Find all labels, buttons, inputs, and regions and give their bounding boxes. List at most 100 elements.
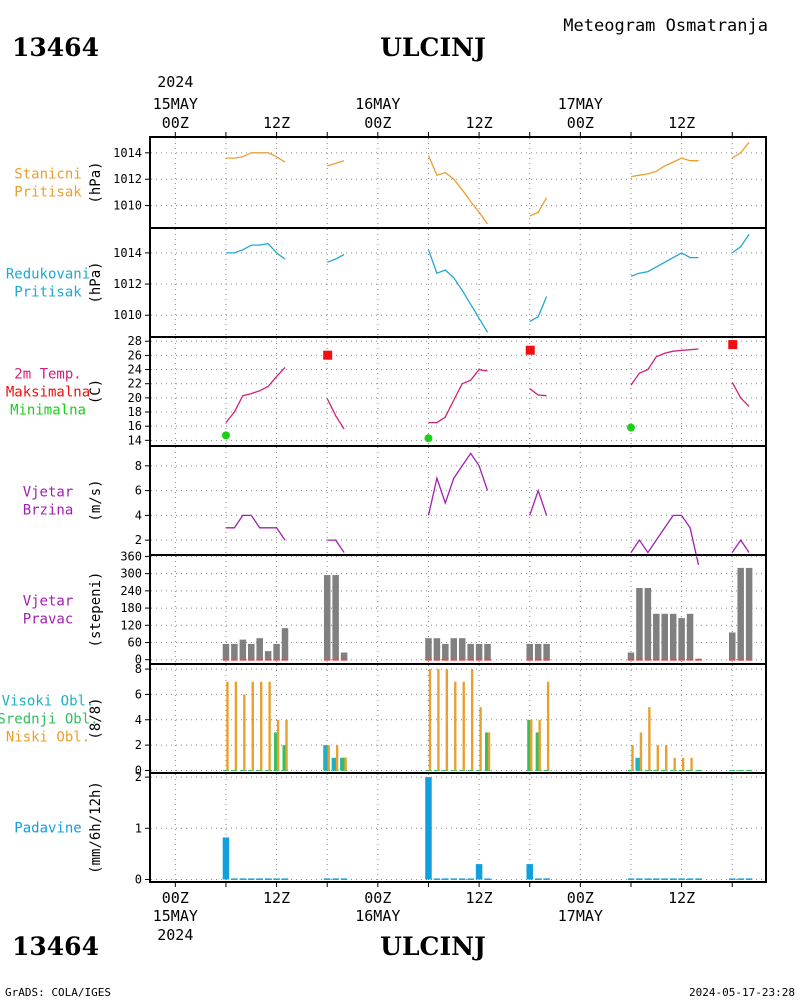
series-line-station_pressure — [225, 152, 286, 163]
precip-bar — [450, 878, 458, 880]
time-axis-day-bottom: 15MAY — [153, 907, 198, 925]
panel-frame-wind_speed — [149, 445, 767, 556]
series-line-wind_speed — [630, 514, 700, 566]
precip-bar — [273, 878, 280, 880]
y-tick-label-wind_direction: 120 — [120, 618, 142, 632]
cloud-bar-srednjiobl — [341, 757, 347, 771]
cloud-bar-visokiobl — [635, 757, 641, 771]
wind-direction-base — [433, 658, 441, 661]
y-tick-label-wind_direction: 300 — [120, 567, 142, 581]
max-temp-marker — [525, 345, 535, 355]
panel-label-temperature: Minimalna — [10, 403, 86, 419]
precip-bar — [467, 878, 474, 880]
precip-bar — [433, 878, 441, 880]
wind-direction-bar — [340, 652, 348, 660]
precip-bar — [678, 878, 685, 880]
time-axis-hour-top: 12Z — [263, 114, 290, 132]
wind-direction-base — [627, 658, 635, 661]
y-tick-label-temperature: 26 — [128, 348, 142, 362]
cloud-bar-niskiobl — [276, 719, 280, 771]
cloud-bar-niskiobl — [268, 681, 271, 771]
chart-layer: 2024202415MAY15MAY16MAY16MAY17MAY17MAY00… — [0, 73, 767, 944]
time-axis-hour-top: 00Z — [567, 114, 594, 132]
wind-direction-bar — [475, 643, 483, 660]
y-tick-label-temperature: 14 — [128, 433, 142, 447]
y-axis-label-precipitation: (mm/6h/12h) — [88, 781, 104, 874]
precip-bar — [458, 878, 466, 880]
precip-bar — [340, 878, 348, 880]
cloud-bar-niskiobl — [462, 681, 465, 771]
cloud-bar-niskiobl — [639, 732, 643, 771]
precip-bar — [686, 878, 694, 880]
max-temp-marker — [323, 350, 333, 360]
chart-title: Meteogram Osmatranja — [563, 16, 768, 36]
y-axis-label-temperature: (C) — [88, 379, 104, 404]
y-tick-label-precipitation: 2 — [135, 770, 142, 784]
y-tick-label-wind_speed: 4 — [135, 508, 142, 522]
cloud-bar-niskiobl — [690, 757, 693, 771]
cloud-bar-niskiobl — [243, 694, 246, 771]
panel-frame-precipitation — [149, 772, 767, 883]
precip-bar — [745, 878, 753, 880]
cloud-bar-visokiobl — [323, 745, 329, 771]
wind-direction-bar — [484, 643, 491, 660]
y-tick-label-precipitation: 1 — [135, 821, 142, 835]
wind-direction-base — [695, 658, 702, 661]
wind-direction-bar — [239, 639, 247, 660]
panel-label-wind_direction: Vjetar — [23, 594, 74, 610]
series-line-station_pressure — [529, 197, 548, 217]
wind-direction-base — [636, 658, 643, 661]
panel-label-station_pressure: Stanicni — [14, 167, 81, 183]
precip-bar — [323, 878, 331, 880]
wind-direction-bar — [222, 643, 230, 660]
panel-label-temperature: Maksimalna — [6, 385, 90, 401]
time-axis-year-bottom: 2024 — [157, 926, 193, 944]
panel-frame-reduced_pressure — [149, 227, 767, 338]
wind-direction-bar — [458, 638, 466, 660]
y-tick-label-temperature: 20 — [128, 391, 142, 405]
wind-direction-bar — [526, 643, 533, 660]
min-temp-marker — [626, 423, 635, 432]
time-axis-hour-top: 00Z — [364, 114, 391, 132]
precip-bar — [669, 878, 677, 880]
time-axis-day-bottom: 16MAY — [355, 907, 400, 925]
panel-label-clouds: Visoki Obl. — [2, 694, 95, 710]
y-tick-label-station_pressure: 1014 — [113, 146, 142, 160]
cloud-bar-niskiobl — [470, 669, 474, 771]
station-name-bottom: ULCINJ — [380, 932, 486, 961]
wind-direction-bar — [273, 643, 280, 660]
wind-direction-base — [745, 658, 753, 661]
cloud-bar-srednjiobl — [527, 719, 533, 771]
grads-credit: GrADS: COLA/IGES — [5, 986, 111, 999]
precip-bar — [256, 878, 263, 880]
cloud-bar-niskiobl — [631, 745, 634, 771]
time-axis-hour-bottom: 00Z — [567, 889, 594, 907]
wind-direction-base — [323, 658, 331, 661]
precip-bar — [332, 878, 339, 880]
wind-direction-base — [425, 658, 432, 661]
wind-direction-bar — [281, 628, 289, 660]
series-line-temperature — [529, 388, 547, 397]
cloud-bar-niskiobl — [656, 745, 660, 771]
series-line-wind_speed — [731, 538, 750, 553]
precip-bar — [425, 777, 432, 880]
max-temp-marker — [728, 340, 738, 350]
wind-direction-bar — [661, 613, 668, 660]
cloud-bar-srednjiobl — [485, 732, 491, 771]
precip-bar — [281, 878, 289, 880]
series-line-reduced_pressure — [427, 249, 489, 333]
cloud-bar-srednjiobl — [535, 732, 541, 771]
wind-direction-bar — [627, 652, 635, 660]
wind-direction-bar — [636, 587, 643, 660]
wind-direction-bar — [653, 613, 660, 660]
series-line-reduced_pressure — [326, 253, 345, 263]
panel-label-wind_speed: Vjetar — [23, 485, 74, 501]
cloud-bar-visokiobl — [331, 757, 337, 771]
series-line-station_pressure — [630, 157, 699, 178]
precip-bar — [475, 864, 483, 880]
cloud-bar-niskiobl — [437, 669, 440, 771]
wind-direction-base — [467, 658, 474, 661]
y-tick-label-reduced_pressure: 1010 — [113, 308, 142, 322]
wind-direction-bar — [264, 651, 272, 660]
